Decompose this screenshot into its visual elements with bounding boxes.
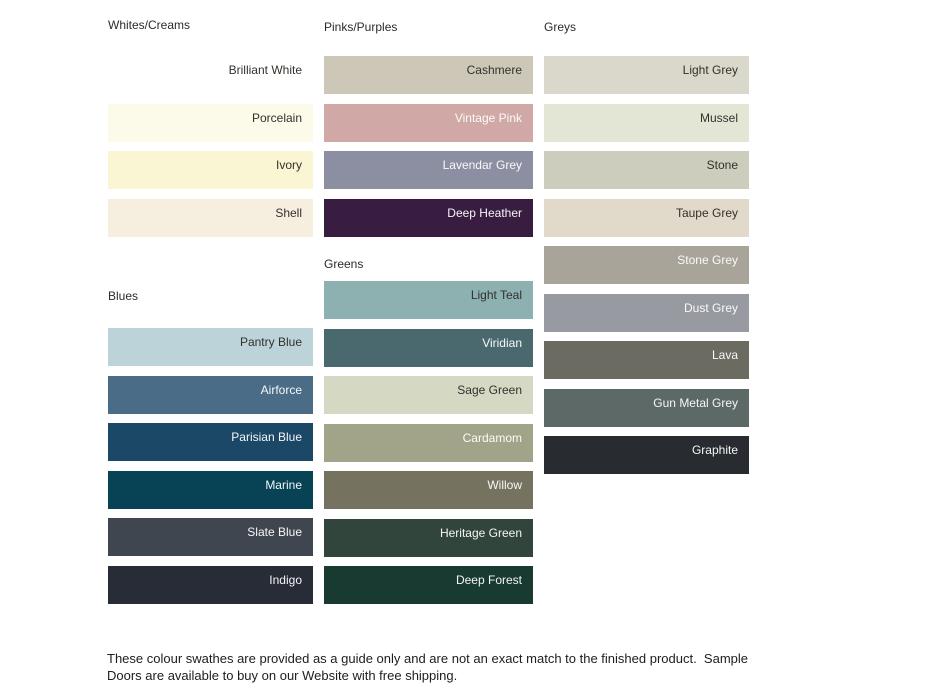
swatch-stack: Light Grey Mussel Stone Taupe Grey Stone Gre…: [544, 56, 749, 474]
swatch-slate-blue: Slate Blue: [108, 518, 313, 556]
swatch-label: Deep Forest: [455, 573, 522, 587]
section-title: Greens: [324, 257, 364, 271]
swatch-label: Parisian Blue: [231, 430, 302, 444]
swatch-label: Viridian: [482, 335, 522, 350]
swatch-willow: Willow: [324, 471, 533, 509]
swatch-gun-metal-grey: Gun Metal Grey: [544, 388, 749, 427]
section-pinks-purples: Pinks/Purples Cashmere Vintage Pink Lavenda…: [324, 20, 533, 246]
swatch-sage-green: Sage Green: [324, 376, 533, 414]
swatch-lava: Lava: [544, 341, 749, 379]
swatch-taupe-grey: Taupe Grey: [544, 198, 749, 237]
swatch-brilliant-white: Brilliant White: [108, 56, 313, 94]
swatch-label: Airforce: [260, 382, 302, 397]
swatch-viridian: Viridian: [324, 328, 533, 367]
swatch-label: Mussel: [699, 110, 738, 125]
swatch-porcelain: Porcelain: [108, 103, 313, 142]
swatch-shell: Shell: [108, 198, 313, 237]
swatch-cardamom: Cardamom: [324, 423, 533, 462]
swatch-light-teal: Light Teal: [324, 281, 533, 319]
swatch-label: Pantry Blue: [239, 335, 302, 349]
swatch-label: Brilliant White: [228, 63, 302, 77]
swatch-label: Lavendar Grey: [442, 158, 522, 172]
swatch-label: Light Grey: [682, 63, 738, 77]
swatch-label: Light Teal: [470, 288, 522, 302]
swatch-stack: Pantry Blue Airforce Parisian Blue Marine Sl…: [108, 328, 313, 604]
swatch-label: Heritage Green: [439, 525, 522, 540]
footer-note: These colour swathes are provided as a g…: [107, 651, 787, 684]
swatch-label: Porcelain: [251, 110, 302, 125]
swatch-label: Graphite: [691, 443, 738, 457]
swatch-deep-heather: Deep Heather: [324, 198, 533, 237]
swatch-graphite: Graphite: [544, 436, 749, 474]
swatch-heritage-green: Heritage Green: [324, 518, 533, 557]
swatch-label: Dust Grey: [683, 300, 738, 315]
swatch-label: Stone: [706, 158, 738, 172]
swatch-label: Deep Heather: [447, 205, 522, 220]
section-title: Greys: [544, 20, 577, 34]
swatch-pantry-blue: Pantry Blue: [108, 328, 313, 366]
swatch-label: Ivory: [275, 158, 302, 172]
section-title: Pinks/Purples: [324, 20, 398, 34]
section-greys: Greys Light Grey Mussel Stone Taupe Grey Ston…: [544, 20, 749, 484]
swatch-cashmere: Cashmere: [324, 56, 533, 94]
section-title: Blues: [108, 289, 139, 303]
swatch-label: Marine: [265, 477, 302, 492]
swatch-label: Cardamom: [462, 430, 522, 445]
section-blues: Blues Pantry Blue Airforce Parisian Blue Mar…: [108, 289, 313, 613]
swatch-label: Willow: [487, 478, 522, 492]
swatch-label: Stone Grey: [677, 253, 738, 267]
swatch-label: Cashmere: [466, 63, 522, 77]
swatch-label: Slate Blue: [247, 525, 302, 539]
swatch-label: Sage Green: [457, 383, 522, 397]
swatch-label: Vintage Pink: [454, 110, 522, 125]
swatch-marine: Marine: [108, 470, 313, 509]
swatch-stack: Brilliant White Porcelain Ivory Shell: [108, 56, 313, 237]
swatch-parisian-blue: Parisian Blue: [108, 423, 313, 461]
swatch-light-grey: Light Grey: [544, 56, 749, 94]
swatch-indigo: Indigo: [108, 565, 313, 604]
footer-line-2: Doors are available to buy on our Websit…: [107, 667, 458, 683]
swatch-lavendar-grey: Lavendar Grey: [324, 151, 533, 189]
swatch-stack: Cashmere Vintage Pink Lavendar Grey Deep He…: [324, 56, 533, 237]
swatch-label: Indigo: [269, 572, 302, 587]
swatch-vintage-pink: Vintage Pink: [324, 103, 533, 142]
swatch-stack: Light Teal Viridian Sage Green Cardamom Will…: [324, 281, 533, 604]
section-title: Whites/Creams: [108, 18, 191, 32]
swatch-mussel: Mussel: [544, 103, 749, 142]
swatch-ivory: Ivory: [108, 151, 313, 189]
swatch-label: Gun Metal Grey: [653, 395, 738, 410]
swatch-airforce: Airforce: [108, 375, 313, 414]
section-greens: Greens Light Teal Viridian Sage Green Cardam…: [324, 257, 533, 614]
swatch-deep-forest: Deep Forest: [324, 566, 533, 604]
section-whites-creams: Whites/Creams Brilliant White Porcelain Ivo…: [108, 18, 313, 246]
swatch-label: Taupe Grey: [675, 205, 738, 220]
footer-line-1: These colour swathes are provided as a g…: [107, 651, 748, 666]
swatch-label: Shell: [275, 205, 302, 220]
swatch-stone-grey: Stone Grey: [544, 246, 749, 284]
swatch-dust-grey: Dust Grey: [544, 293, 749, 332]
swatch-stone: Stone: [544, 151, 749, 189]
swatch-label: Lava: [711, 348, 738, 362]
